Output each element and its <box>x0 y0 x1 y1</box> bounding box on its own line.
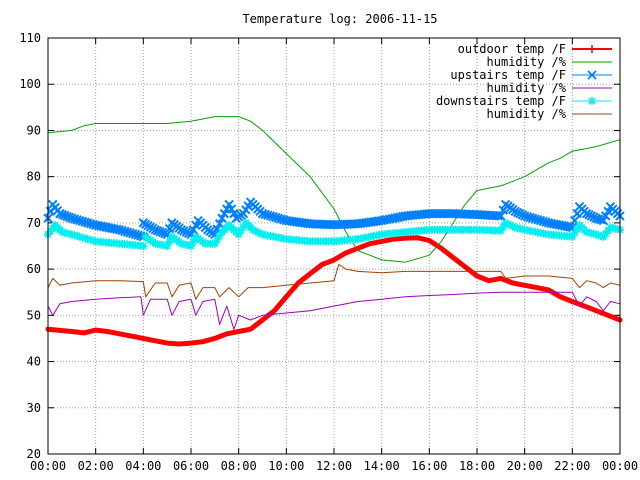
x-tick-label: 02:00 <box>78 459 114 473</box>
series-line <box>47 291 621 330</box>
x-tick-label: 14:00 <box>364 459 400 473</box>
y-tick-label: 90 <box>27 123 41 137</box>
y-tick-label: 70 <box>27 216 41 230</box>
legend-label: downstairs temp /F <box>436 94 566 108</box>
x-tick-label: 08:00 <box>221 459 257 473</box>
x-tick-label: 12:00 <box>316 459 352 473</box>
x-tick-label: 04:00 <box>125 459 161 473</box>
legend-item: humidity /% <box>487 107 612 121</box>
legend-label: humidity /% <box>487 81 567 95</box>
series-6 <box>47 264 621 300</box>
series-2 <box>47 116 621 263</box>
x-tick-label: 00:00 <box>602 459 638 473</box>
data-series <box>43 116 625 347</box>
x-tick-label: 16:00 <box>411 459 447 473</box>
series-1 <box>45 235 623 347</box>
series-line <box>45 235 623 347</box>
x-tick-label: 06:00 <box>173 459 209 473</box>
legend-label: humidity /% <box>487 107 567 121</box>
x-tick-label: 20:00 <box>507 459 543 473</box>
y-tick-label: 100 <box>19 77 41 91</box>
series-4 <box>47 291 621 330</box>
legend-label: upstairs temp /F <box>450 68 566 82</box>
x-tick-label: 22:00 <box>554 459 590 473</box>
series-line <box>47 116 621 263</box>
legend-item: humidity /% <box>487 55 612 69</box>
legend-item: outdoor temp /F <box>458 42 612 56</box>
chart-title: Temperature log: 2006-11-15 <box>242 12 437 26</box>
y-tick-label: 40 <box>27 355 41 369</box>
axis-ticks: 20 30 40 50 60 70 80 90 100 110 00:00 02:00 04:00 06:… <box>19 31 638 473</box>
legend-item: downstairs temp /F <box>436 94 612 108</box>
y-tick-label: 80 <box>27 170 41 184</box>
y-tick-label: 110 <box>19 31 41 45</box>
y-tick-label: 20 <box>27 447 41 461</box>
series-3 <box>43 197 625 242</box>
legend-item: upstairs temp /F <box>450 68 612 82</box>
y-tick-label: 30 <box>27 401 41 415</box>
legend-label: humidity /% <box>487 55 567 69</box>
x-tick-label: 10:00 <box>268 459 304 473</box>
plot-frame <box>47 37 621 455</box>
x-tick-label: 00:00 <box>30 459 66 473</box>
y-tick-label: 60 <box>27 262 41 276</box>
series-line <box>47 264 621 300</box>
x-tick-label: 18:00 <box>459 459 495 473</box>
y-tick-label: 50 <box>27 308 41 322</box>
legend-label: outdoor temp /F <box>458 42 566 56</box>
legend-item: humidity /% <box>487 81 612 95</box>
